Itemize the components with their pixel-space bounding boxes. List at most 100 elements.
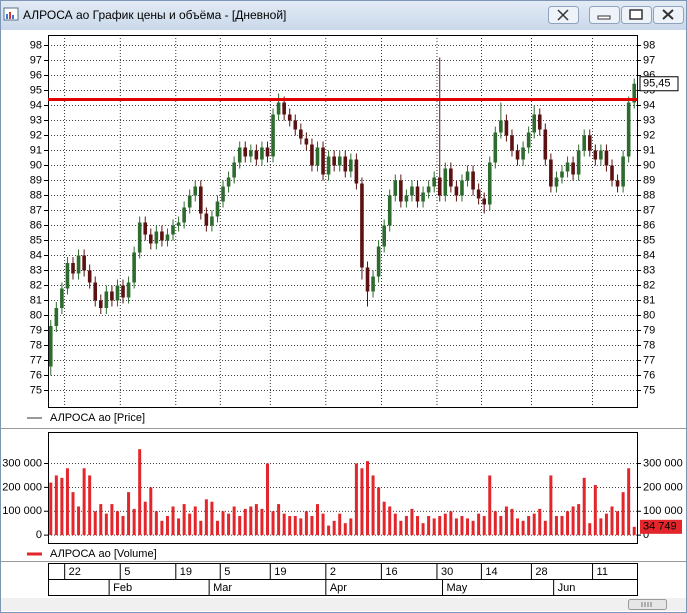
volume-bar	[115, 511, 119, 536]
y-tick-label: 92	[643, 129, 655, 141]
volume-bar	[627, 468, 631, 536]
candle-body	[204, 213, 209, 226]
y-tick-label: 87	[30, 204, 42, 216]
y-tick-label: 86	[643, 219, 655, 231]
volume-bar	[510, 508, 514, 536]
candle-body	[460, 180, 464, 196]
y-tick-label: 100 000	[643, 505, 683, 517]
volume-bar	[293, 516, 297, 536]
y-tick-label: 0	[643, 529, 649, 541]
candle-body	[504, 120, 509, 136]
candle-body	[243, 147, 248, 157]
volume-bar	[566, 511, 570, 536]
volume-bar	[60, 477, 64, 536]
legend-label: АЛРОСА ао [Volume]	[50, 548, 157, 560]
y-tick-label: 81	[643, 294, 655, 306]
close-button[interactable]	[653, 6, 684, 24]
candle-body	[171, 225, 175, 235]
y-tick-label: 89	[643, 174, 655, 186]
volume-bar	[88, 475, 92, 536]
candle-body	[293, 120, 298, 130]
volume-bar	[310, 516, 314, 536]
volume-bar	[360, 468, 364, 536]
volume-bar	[388, 506, 392, 536]
candle-body	[626, 102, 631, 157]
minimize-button[interactable]	[589, 6, 620, 24]
y-tick-label: 77	[30, 354, 42, 366]
candle-body	[276, 102, 281, 115]
x-tick-label: 19	[274, 566, 286, 578]
y-tick-label: 90	[30, 159, 42, 171]
volume-bar	[427, 516, 431, 536]
y-tick-label: 75	[30, 384, 42, 396]
y-tick-label: 98	[30, 39, 42, 51]
volume-bar	[499, 516, 503, 536]
candle-body	[604, 150, 609, 166]
volume-bar	[210, 501, 214, 536]
volume-bar	[454, 518, 458, 536]
x-tick-label: 22	[69, 566, 81, 578]
volume-bar	[349, 518, 353, 536]
volume-bar	[471, 520, 475, 536]
y-tick-label: 88	[643, 189, 655, 201]
x-tick-label: 30	[441, 566, 453, 578]
candle-body	[493, 132, 498, 163]
y-tick-label: 91	[30, 144, 42, 156]
volume-bar	[204, 499, 208, 536]
candle-body	[615, 180, 620, 187]
month-label: Jun	[558, 582, 576, 594]
candle-body	[104, 291, 109, 308]
y-tick-label: 300 000	[643, 457, 683, 469]
candle-body	[71, 263, 75, 274]
candle-body	[393, 180, 398, 196]
candle-body	[365, 267, 370, 292]
candle-body	[532, 114, 537, 133]
candle-body	[432, 177, 436, 187]
x-tick-label: 11	[597, 566, 608, 578]
y-tick-label: 83	[643, 264, 655, 276]
tile-button[interactable]	[548, 6, 579, 24]
x-tick-label: 16	[385, 566, 397, 578]
candle-body	[610, 165, 614, 181]
volume-bar	[165, 516, 169, 536]
last-price-box	[639, 76, 679, 92]
candle-body	[199, 186, 203, 214]
candle-body	[449, 168, 453, 187]
volume-bar	[621, 492, 625, 536]
volume-bar	[65, 468, 69, 536]
last-price-label: 95,45	[643, 78, 671, 90]
candle-body	[60, 288, 64, 308]
x-tick-label: 5	[124, 566, 130, 578]
candle-body	[82, 255, 86, 271]
candle-body	[560, 171, 564, 178]
volume-bar	[288, 516, 292, 536]
volume-bar	[271, 511, 275, 536]
candle-body	[310, 144, 314, 166]
scrollbar[interactable]	[1, 598, 686, 611]
candle-body	[271, 114, 275, 157]
x-tick-label: 28	[535, 566, 547, 578]
candle-body	[443, 168, 448, 196]
volume-bar	[282, 513, 286, 536]
volume-bar	[177, 518, 181, 536]
candle-body	[343, 156, 348, 172]
volume-bar	[182, 504, 186, 536]
last-volume-label: 34 749	[643, 521, 677, 533]
y-tick-label: 200 000	[2, 481, 42, 493]
volume-bar	[321, 513, 325, 536]
candle-body	[621, 156, 625, 187]
candle-body	[315, 147, 320, 166]
candle-body	[87, 270, 92, 283]
volume-bar	[93, 511, 97, 536]
volume-bar	[304, 511, 308, 536]
candle-body	[415, 186, 420, 202]
y-tick-label: 86	[30, 219, 42, 231]
candle-body	[582, 135, 587, 151]
y-tick-label: 84	[30, 249, 42, 261]
volume-bar	[127, 492, 131, 536]
y-tick-label: 76	[643, 369, 655, 381]
volume-bar	[582, 477, 586, 536]
candle-body	[249, 150, 253, 157]
candle-body	[360, 183, 364, 268]
maximize-button[interactable]	[621, 6, 652, 24]
